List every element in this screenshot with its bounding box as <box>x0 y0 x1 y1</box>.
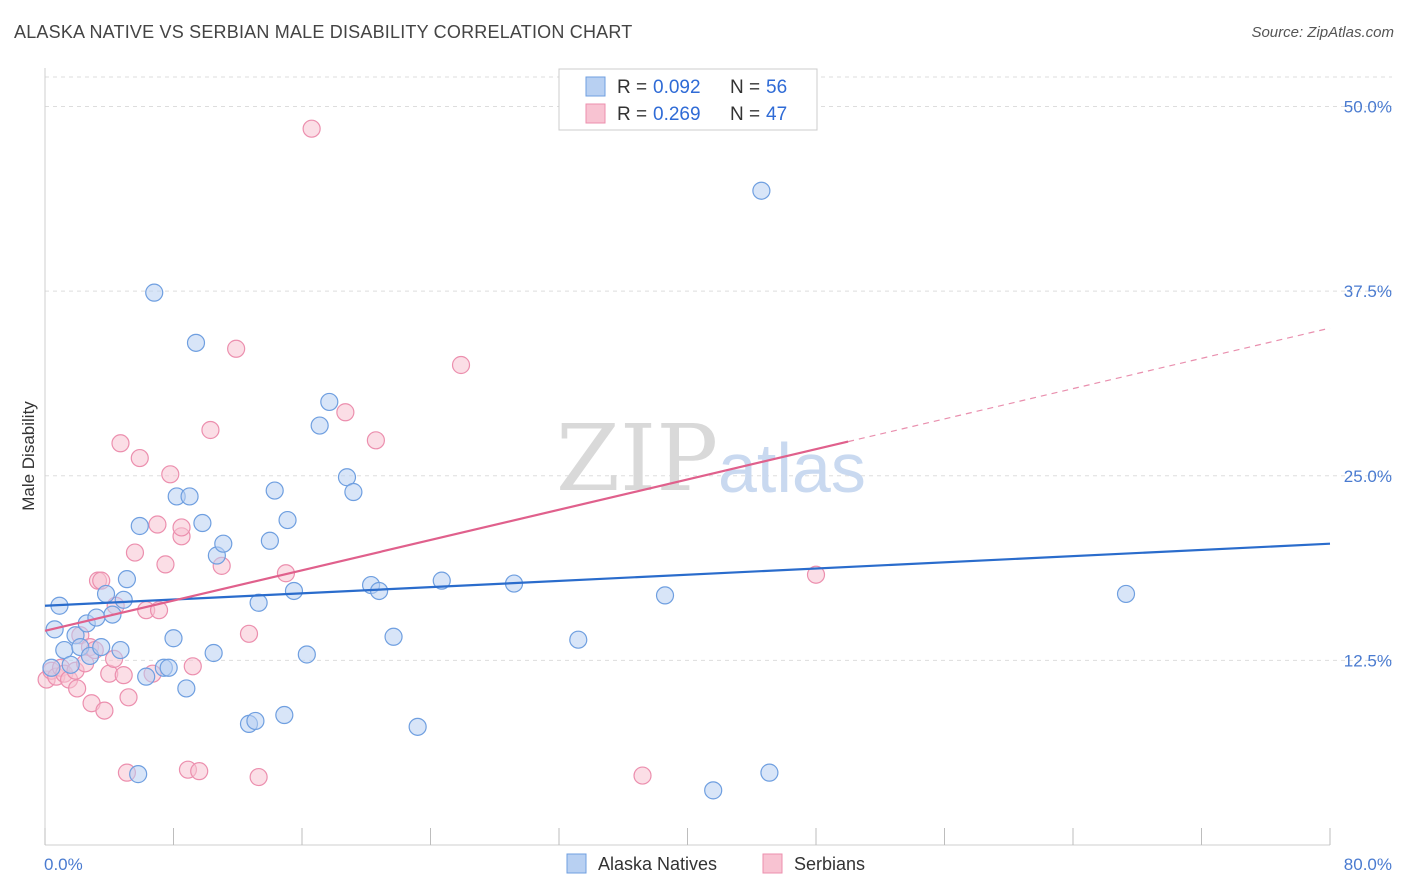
serbians-point-29 <box>156 555 175 574</box>
serbians-point-22 <box>119 688 138 707</box>
alaska-natives-point-15 <box>117 570 137 589</box>
alaska-natives-point-46 <box>384 627 403 646</box>
serbians-point-46 <box>633 766 652 785</box>
alaska-natives-point-47 <box>408 717 427 736</box>
alaska-natives-point-36 <box>275 705 294 725</box>
alaska-natives-point-37 <box>278 510 297 530</box>
alaska-natives-point-24 <box>177 679 196 698</box>
alaska-natives-point-0 <box>42 658 61 677</box>
alaska-natives-point-25 <box>180 487 199 506</box>
legend-r-label-2: R = <box>617 104 647 125</box>
y-tick-label-2: 37.5% <box>1344 282 1392 301</box>
alaska-natives-point-14 <box>114 590 133 609</box>
y-tick-label-0: 12.5% <box>1344 651 1392 670</box>
x-tick-label-left: 0.0% <box>44 855 83 874</box>
serbians-point-20 <box>114 666 133 685</box>
alaska-natives-point-35 <box>265 481 284 500</box>
alaska-natives-point-10 <box>92 637 111 657</box>
chart-source: Source: ZipAtlas.com <box>1251 24 1394 41</box>
serbians-point-15 <box>95 701 114 720</box>
y-tick-label-3: 50.0% <box>1344 98 1392 117</box>
alaska-natives-points <box>42 181 1136 800</box>
alaska-natives-trend-line <box>44 542 1331 607</box>
legend-n-label-2: N = <box>730 104 760 125</box>
serbians-trend-line-extension <box>847 327 1331 443</box>
alaska-natives-point-50 <box>569 630 588 649</box>
serbians-point-19 <box>111 434 130 453</box>
alaska-natives-point-33 <box>249 593 268 612</box>
alaska-natives-point-27 <box>193 513 212 533</box>
alaska-natives-point-21 <box>159 658 178 677</box>
alaska-natives-point-13 <box>111 640 130 660</box>
legend-n-label-1: N = <box>730 77 760 98</box>
serbians-point-42 <box>302 119 321 138</box>
serbians-point-30 <box>161 465 180 484</box>
y-tick-label-1: 25.0% <box>1344 467 1392 486</box>
serbians-point-24 <box>130 448 149 468</box>
serbians-point-39 <box>239 624 259 643</box>
alaska-natives-point-41 <box>320 392 339 412</box>
alaska-natives-point-55 <box>1116 584 1136 604</box>
alaska-natives-point-40 <box>310 416 329 435</box>
alaska-natives-point-16 <box>129 765 148 784</box>
watermark-zip: ZIP <box>556 405 718 512</box>
alaska-natives-point-34 <box>260 531 279 550</box>
serbians-point-40 <box>249 767 268 787</box>
y-axis-label: Male Disability <box>19 401 38 511</box>
alaska-natives-point-54 <box>704 781 723 800</box>
bottom-legend-serbians: Serbians <box>794 854 865 874</box>
chart-title: ALASKA NATIVE VS SERBIAN MALE DISABILITY… <box>14 22 633 42</box>
legend-swatch-serbians <box>585 103 606 124</box>
alaska-natives-point-38 <box>284 581 304 601</box>
trend-lines <box>44 327 1331 632</box>
alaska-natives-point-39 <box>297 645 316 664</box>
serbians-point-47 <box>806 565 826 584</box>
x-tick-label-right: 80.0% <box>1344 855 1392 874</box>
legend-n-value-2: 47 <box>766 104 787 125</box>
bottom-legend-swatch-serbians <box>762 853 783 874</box>
legend-swatch-alaska-natives <box>585 76 606 97</box>
y-tick-labels: 12.5% 25.0% 37.5% 50.0% <box>1344 98 1392 671</box>
serbians-point-27 <box>148 515 167 534</box>
serbians-point-44 <box>366 431 385 450</box>
serbians-point-34 <box>183 657 202 676</box>
legend-r-label-1: R = <box>617 77 647 98</box>
alaska-natives-point-22 <box>164 629 183 648</box>
alaska-natives-point-43 <box>344 482 363 502</box>
serbians-point-7 <box>68 679 87 698</box>
alaska-natives-point-30 <box>214 534 233 553</box>
alaska-natives-point-52 <box>752 181 771 200</box>
alaska-natives-point-28 <box>204 643 223 663</box>
alaska-natives-point-11 <box>96 584 116 604</box>
bottom-legend-alaska-natives: Alaska Natives <box>598 854 717 874</box>
alaska-natives-point-4 <box>61 655 80 674</box>
serbians-point-45 <box>451 355 471 375</box>
serbians-point-36 <box>201 420 220 440</box>
serbians-point-23 <box>125 543 145 562</box>
alaska-natives-point-32 <box>246 711 265 731</box>
serbians-point-43 <box>336 403 355 422</box>
top-legend: R = 0.092 N = 56 R = 0.269 N = 47 <box>558 68 818 131</box>
serbians-point-35 <box>190 762 209 781</box>
legend-r-value-1: 0.092 <box>653 77 701 98</box>
alaska-natives-point-48 <box>432 571 451 590</box>
bottom-legend: Alaska Natives Serbians <box>566 853 865 874</box>
alaska-natives-point-51 <box>655 586 675 605</box>
serbians-point-38 <box>227 339 246 358</box>
legend-r-value-2: 0.269 <box>653 104 701 125</box>
serbians-trend-line <box>44 440 849 632</box>
bottom-legend-swatch-alaska-natives <box>566 853 587 874</box>
alaska-natives-point-17 <box>130 516 149 536</box>
watermark-atlas: atlas <box>718 429 866 507</box>
alaska-natives-point-19 <box>145 283 164 302</box>
alaska-natives-point-53 <box>760 763 779 782</box>
serbians-point-32 <box>172 518 191 537</box>
legend-n-value-1: 56 <box>766 77 787 98</box>
alaska-natives-point-26 <box>186 333 206 352</box>
axes <box>44 68 1331 846</box>
alaska-natives-point-18 <box>137 667 156 686</box>
